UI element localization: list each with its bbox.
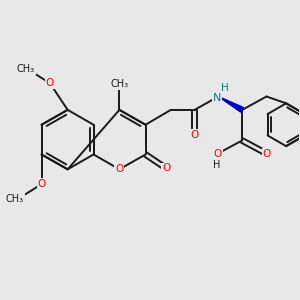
Text: O: O — [38, 179, 46, 189]
Text: O: O — [262, 148, 271, 159]
Text: H: H — [221, 82, 229, 93]
Polygon shape — [218, 97, 244, 112]
Text: O: O — [190, 130, 199, 140]
Text: O: O — [46, 78, 54, 88]
Text: O: O — [162, 164, 170, 173]
Text: CH₃: CH₃ — [6, 194, 24, 204]
Text: O: O — [115, 164, 124, 174]
Text: N: N — [213, 93, 221, 103]
Text: CH₃: CH₃ — [110, 79, 128, 89]
Text: O: O — [214, 148, 222, 159]
Text: H: H — [213, 160, 220, 170]
Text: CH₃: CH₃ — [17, 64, 35, 74]
